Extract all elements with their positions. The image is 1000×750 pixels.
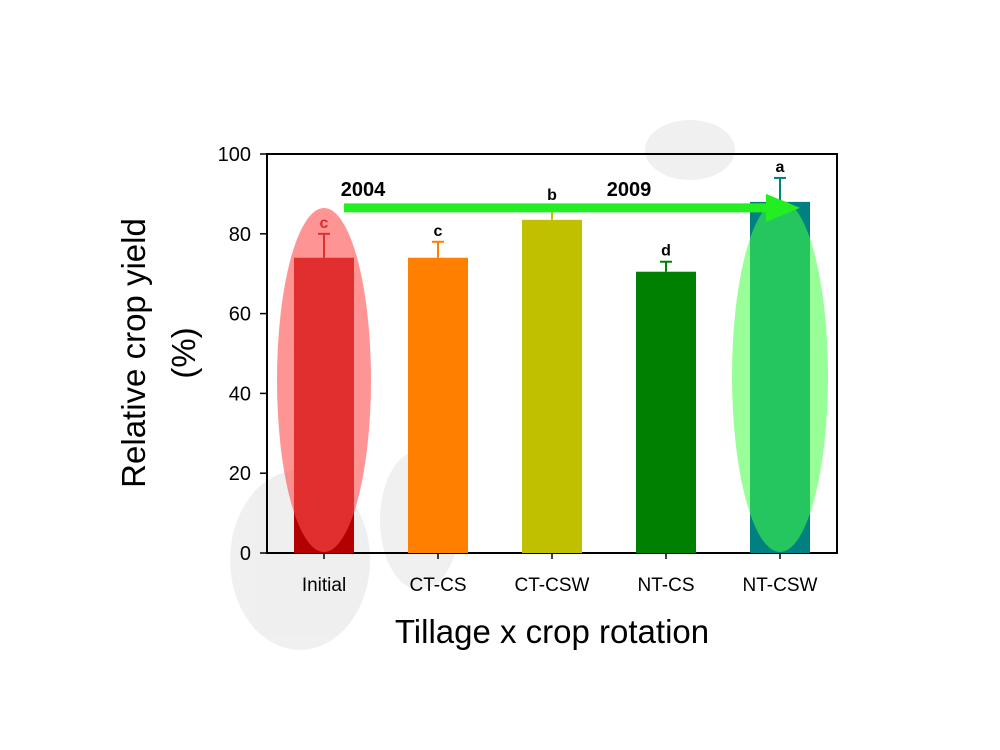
- y-tick-label: 40: [229, 383, 251, 405]
- significance-letter: b: [547, 187, 557, 204]
- highlights-group: [277, 193, 828, 552]
- x-axis-label: Tillage x crop rotation: [395, 613, 709, 650]
- x-tick-label: NT-CSW: [743, 575, 818, 596]
- bar-ct-cs: [408, 257, 468, 553]
- y-axis-label-line2: (%): [165, 327, 202, 378]
- annotation-end-year: 2009: [607, 179, 652, 201]
- annotation-start-year: 2004: [341, 179, 386, 201]
- y-tick-label: 0: [240, 543, 251, 565]
- significance-letter: d: [661, 243, 671, 260]
- y-tick-labels: 0 20 40 60 80 100: [218, 144, 267, 565]
- x-tick-label: CT-CS: [410, 575, 467, 596]
- start-highlight-ellipse: [277, 208, 371, 552]
- trend-arrow-head: [766, 193, 800, 222]
- significance-letter: c: [434, 223, 443, 240]
- x-tick-label: CT-CSW: [515, 575, 590, 596]
- y-tick-label: 80: [229, 224, 251, 246]
- y-tick-label: 100: [218, 144, 251, 166]
- y-tick-label: 60: [229, 304, 251, 326]
- x-tick-label: Initial: [302, 575, 346, 596]
- y-axis-label: Relative crop yield (%): [115, 218, 202, 488]
- bar-ct-csw: [522, 219, 582, 553]
- significance-letter: a: [776, 159, 785, 176]
- end-highlight-ellipse: [732, 200, 828, 552]
- x-tick-labels: Initial CT-CS CT-CSW NT-CS NT-CSW: [302, 553, 818, 596]
- x-tick-label: NT-CS: [638, 575, 695, 596]
- y-axis-label-line1: Relative crop yield: [115, 218, 152, 488]
- y-tick-label: 20: [229, 463, 251, 485]
- bar-nt-cs: [636, 271, 696, 553]
